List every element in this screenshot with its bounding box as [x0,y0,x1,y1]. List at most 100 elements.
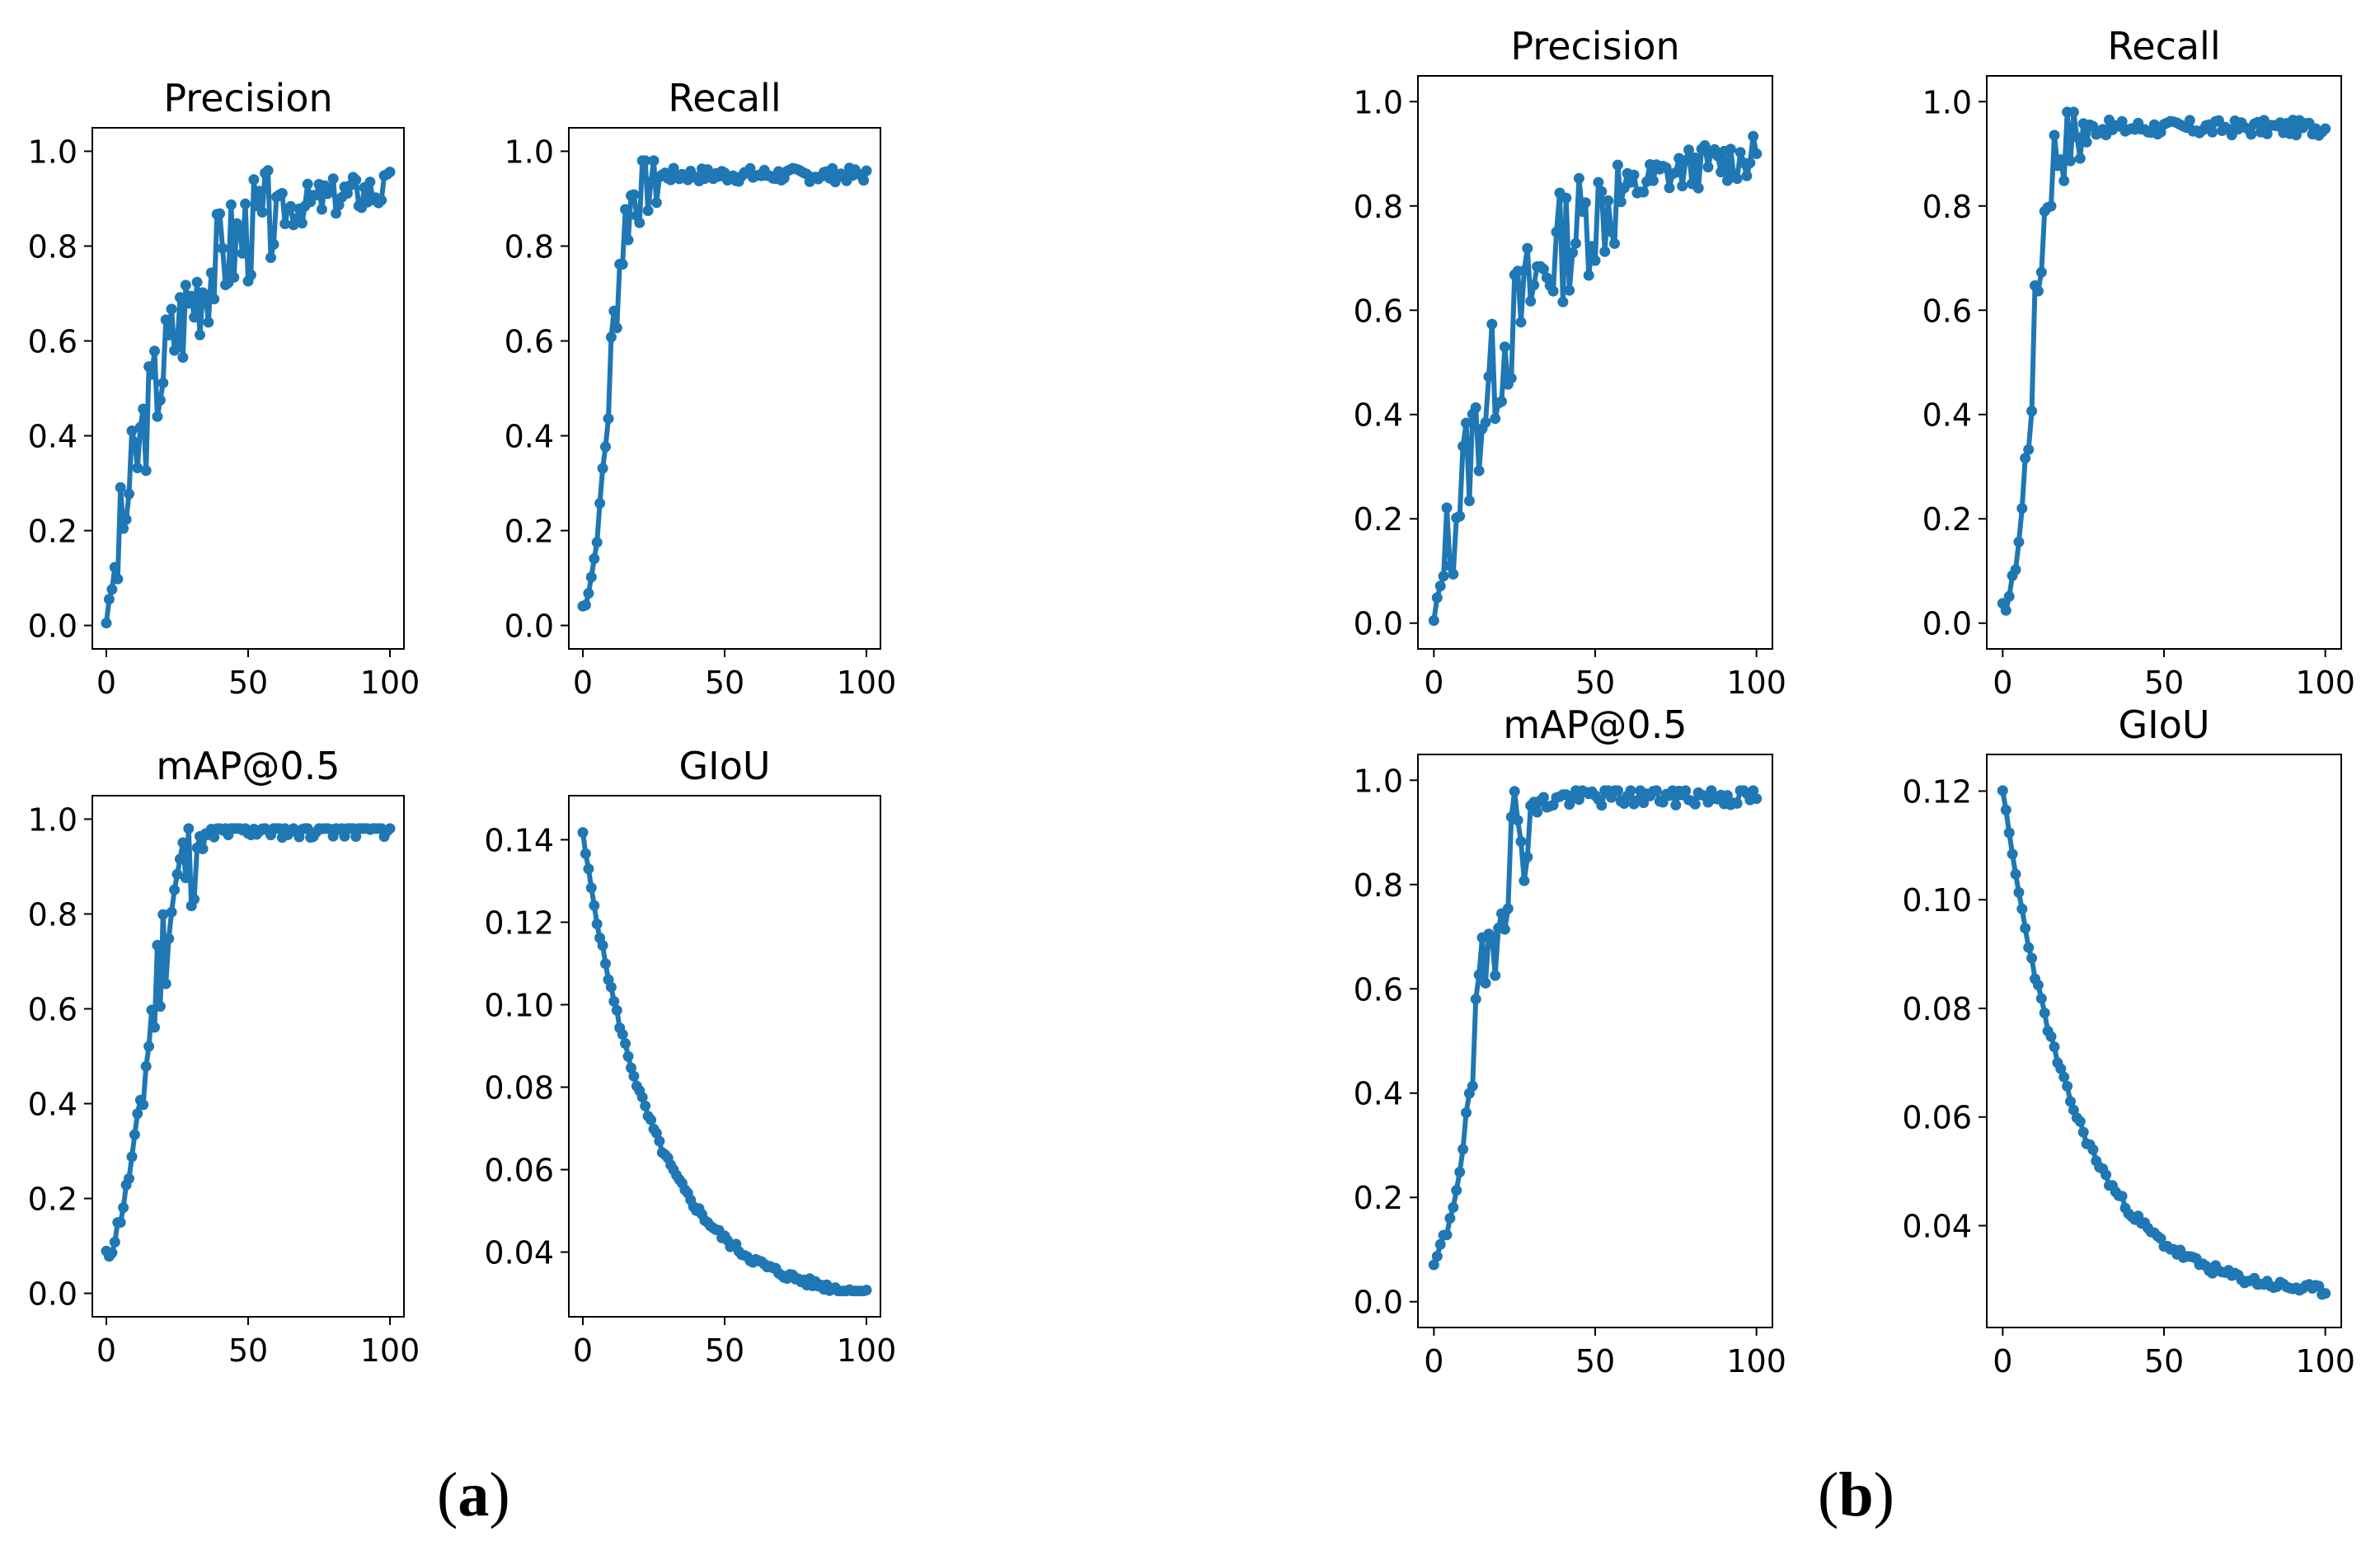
b-map-point [1670,799,1682,811]
a-recall-point [597,463,608,474]
b-map-point [1480,977,1491,989]
b-precision-chart: Precision 0.0 0.2 0.4 0.6 0.8 1.0 0 50 100 [1354,24,1786,701]
b-giou-point [2032,980,2044,991]
a-recall-title: Recall [668,76,781,120]
a-giou-point [861,1285,872,1296]
b-map-ytick-label: 0.8 [1354,867,1403,904]
a-giou-ytick-label: 0.04 [484,1235,554,1271]
a-recall-ytick-label: 0.6 [505,323,554,359]
a-precision-point [177,352,189,363]
a-recall-xtick-label: 0 [573,665,593,701]
b-map-point [1751,793,1763,805]
b-giou-ytick-label: 0.12 [1902,773,1972,810]
b-precision-point [1490,413,1501,425]
b-map-point [1650,785,1662,796]
b-precision-point [1589,255,1601,266]
b-precision-point [1586,241,1598,252]
b-precision-point [1596,186,1608,197]
b-giou-ytick-label: 0.06 [1902,1100,1972,1136]
a-precision-point [205,267,217,279]
a-precision-point [331,208,342,219]
a-giou-chart: GIoU 0.04 0.06 0.08 0.10 0.12 0.14 0 50 100 [484,744,896,1369]
a-recall-point [642,205,654,216]
a-recall-frame [568,127,881,650]
b-precision-point [1689,152,1701,163]
a-giou-point [640,1100,651,1111]
b-map-point [1454,1167,1466,1177]
b-recall-xtick-label: 50 [2144,665,2184,701]
a-precision-point [157,377,169,388]
a-map-point [149,1022,160,1033]
a-map-point [209,831,220,843]
b-map-point [1522,852,1533,862]
b-recall-xtick-label: 0 [1993,665,2012,701]
a-precision-point [154,394,166,406]
b-recall-point [2071,131,2082,143]
b-precision-point [1647,175,1659,186]
b-recall-series-line [2000,109,2327,613]
b-precision-title: Precision [1510,24,1679,68]
a-precision-point [195,329,205,341]
a-precision-point [112,573,124,585]
b-precision-ytick-label: 0.8 [1354,189,1403,225]
b-giou-point [2058,1071,2070,1083]
b-precision-xtick-label: 50 [1575,665,1615,701]
a-map-point [174,853,185,865]
a-precision-ytick-label: 0.6 [28,323,77,359]
a-precision-point [325,186,336,197]
b-precision-point [1551,226,1562,237]
b-recall-point [2020,453,2031,464]
b-map-point [1638,797,1650,809]
a-precision-point [327,173,339,185]
b-giou-point [2074,1116,2086,1127]
a-precision-point [160,314,171,326]
b-map-title: mAP@0.5 [1503,703,1687,747]
b-giou-point [2116,1191,2128,1202]
a-precision-point [203,317,214,328]
b-recall-ytick-label: 0.8 [1922,189,1972,225]
a-precision-point [134,421,146,433]
a-map-point [160,978,171,989]
a-recall-point [650,197,662,209]
a-precision-point [265,252,276,263]
b-giou-point [2087,1144,2099,1155]
b-recall-ytick-label: 0.2 [1922,501,1972,538]
b-giou-point [2062,1080,2073,1092]
b-map-point [1706,785,1717,796]
b-precision-ytick-label: 0.2 [1354,501,1403,538]
b-recall-point [2207,126,2218,138]
b-giou-point [2026,952,2038,964]
a-precision-point [174,292,185,303]
b-recall-frame [1986,75,2342,650]
a-giou-point [622,1050,634,1062]
b-giou-xtick-label: 50 [2144,1343,2184,1379]
a-precision-point [214,208,226,219]
b-giou-point [2016,903,2028,914]
a-giou-point [589,900,600,911]
a-precision-point [311,190,322,201]
a-precision-point [240,198,251,209]
a-precision-point [118,523,129,534]
b-recall-point [2016,503,2028,515]
b-recall-point [2184,115,2195,126]
b-map-point [1448,1201,1459,1213]
a-giou-point [600,958,611,970]
b-precision-point [1557,296,1569,308]
b-precision-point [1567,247,1579,258]
a-recall-xtick-label: 50 [705,665,744,701]
b-precision-point [1744,157,1756,168]
a-recall-point [611,322,622,334]
b-map-ytick-label: 0.2 [1354,1180,1403,1216]
a-map-ytick-label: 0.8 [28,896,77,933]
a-precision-point [209,294,220,305]
b-giou-point [2077,1126,2089,1138]
b-precision-point [1473,465,1485,477]
b-precision-point [1486,318,1498,330]
a-recall-point [861,165,872,176]
b-recall-point [2290,129,2302,141]
b-recall-xtick-label: 100 [2295,665,2355,701]
a-precision-point [152,411,163,422]
b-recall-point [2148,119,2160,130]
b-recall-point [2081,136,2092,148]
a-map-ytick-label: 0.0 [28,1276,77,1313]
